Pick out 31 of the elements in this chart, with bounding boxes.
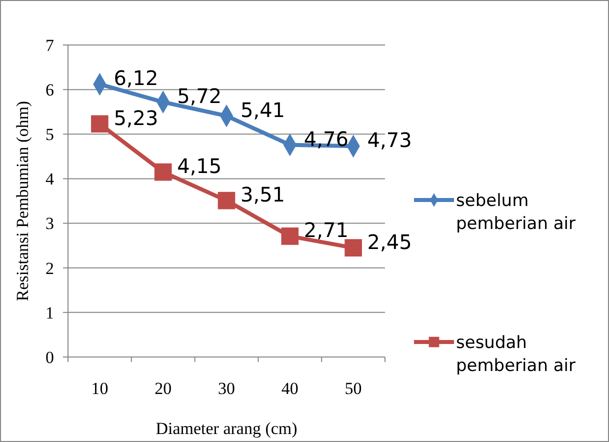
y-tick-label: 4	[46, 170, 54, 189]
data-label: 2,45	[367, 230, 412, 254]
x-tick-label: 10	[91, 379, 108, 398]
data-label: 6,12	[114, 66, 158, 90]
y-tick-label: 0	[46, 348, 54, 367]
y-tick-label: 1	[46, 303, 54, 322]
legend-label: sebelum pemberian air	[456, 191, 576, 234]
data-label: 5,72	[177, 84, 222, 108]
y-tick-label: 3	[46, 214, 54, 234]
x-tick-label: 40	[281, 379, 298, 398]
point	[218, 192, 236, 210]
data-label: 5,41	[240, 98, 286, 122]
y-tick-label: 7	[46, 36, 54, 55]
x-tick-label: 50	[344, 379, 362, 398]
data-label: 2,71	[304, 218, 348, 242]
data-label: 5,23	[114, 106, 158, 130]
point	[154, 163, 172, 181]
point	[344, 239, 362, 256]
legend-label: sesudah pemberian air	[456, 333, 576, 376]
y-tick-label: 6	[46, 80, 54, 100]
y-tick-label: 5	[46, 125, 54, 144]
x-tick-label: 30	[218, 379, 235, 398]
data-label: 4,15	[177, 154, 222, 178]
y-tick-label: 2	[46, 258, 54, 278]
x-axis-title: Diameter arang (cm)	[156, 419, 298, 438]
data-label: 4,73	[367, 128, 412, 152]
data-label: 3,51	[240, 182, 286, 207]
point	[91, 115, 108, 133]
y-axis-title: Resistansi Pembumian (ohm)	[13, 100, 32, 302]
point	[281, 228, 299, 245]
x-tick-label: 20	[154, 379, 172, 398]
